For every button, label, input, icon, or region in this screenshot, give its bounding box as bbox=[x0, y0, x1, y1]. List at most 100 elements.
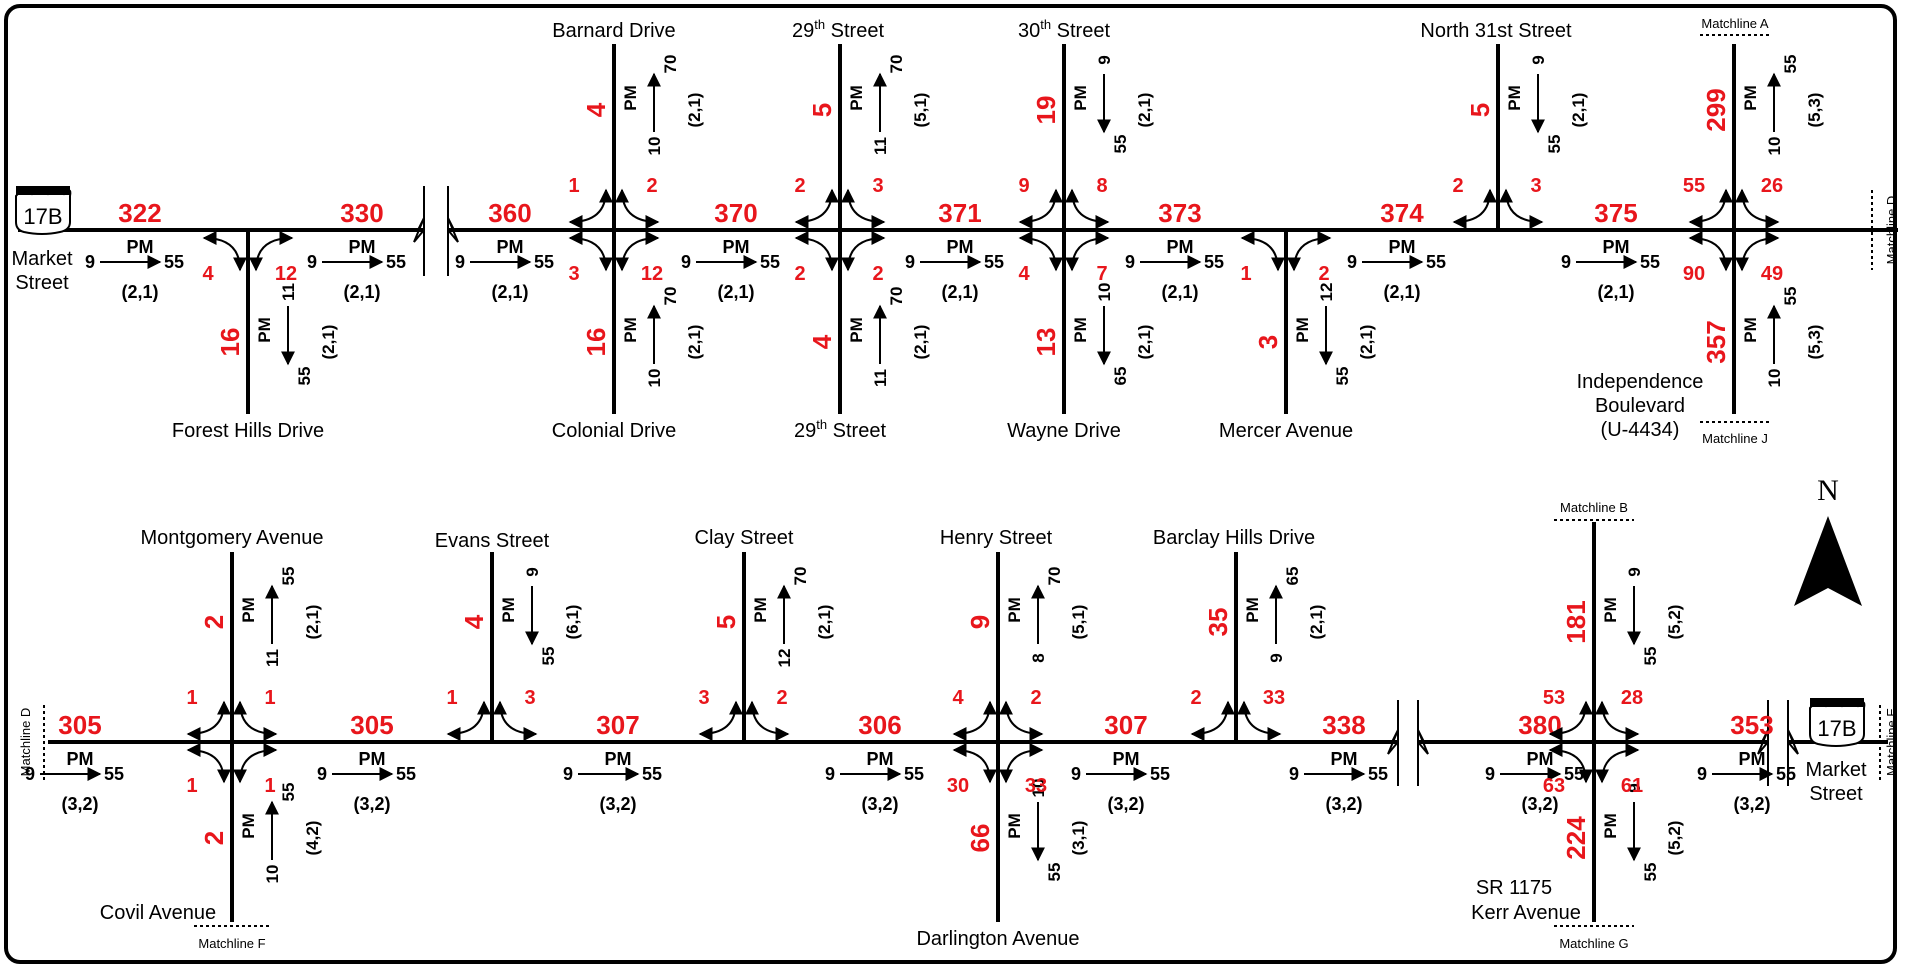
bottom-turn-arrow-0 bbox=[186, 700, 231, 741]
bottom-ratio-2: (3,2) bbox=[599, 794, 636, 814]
top-side-k-8: 65 bbox=[1111, 367, 1130, 386]
bottom-turn-arrow-16 bbox=[1548, 743, 1593, 784]
bottom-turn-arrow-5 bbox=[493, 700, 538, 741]
bottom-pm-label-2: PM bbox=[605, 749, 632, 769]
bottom-turn-value-8: 4 bbox=[952, 687, 964, 709]
top-d-value-3: 9 bbox=[681, 252, 691, 272]
bottom-side-ratio-4: (2,1) bbox=[1307, 605, 1326, 640]
top-pm-label-0: PM bbox=[127, 237, 154, 257]
bottom-side-pm-5: PM bbox=[1601, 597, 1620, 623]
bottom-pm-label-3: PM bbox=[867, 749, 894, 769]
north-arrow-icon: N bbox=[1794, 474, 1862, 606]
bottom-side-k-0: 55 bbox=[279, 567, 298, 586]
top-side-pm-4: PM bbox=[1741, 85, 1760, 111]
bottom-side-ratio-0: (2,1) bbox=[303, 605, 322, 640]
top-ratio-1: (2,1) bbox=[343, 282, 380, 302]
bottom-pm-label-5: PM bbox=[1331, 749, 1358, 769]
bottom-mainline-volume-2: 307 bbox=[596, 710, 639, 740]
bottom-side-volume-2: 5 bbox=[711, 615, 741, 629]
bottom-side-d-0: 11 bbox=[263, 649, 282, 667]
bottom-turn-value-5: 3 bbox=[524, 687, 535, 709]
bottom-turn-value-11: 33 bbox=[1025, 775, 1047, 797]
bottom-k-value-3: 55 bbox=[904, 764, 924, 784]
top-k-value-6: 55 bbox=[1426, 252, 1446, 272]
29th-street-south-label: 29th Street bbox=[794, 417, 886, 442]
top-turn-arrow-11 bbox=[1065, 188, 1110, 229]
top-side-pm-5: PM bbox=[255, 317, 274, 343]
bottom-ratio-6: (3,2) bbox=[1521, 794, 1558, 814]
bottom-pm-label-7: PM bbox=[1739, 749, 1766, 769]
henry-street-label: Henry Street bbox=[940, 527, 1053, 549]
bottom-side-volume-0: 2 bbox=[199, 615, 229, 629]
top-turn-arrow-18 bbox=[1688, 188, 1733, 229]
colonial-drive-label: Colonial Drive bbox=[552, 420, 677, 442]
matchline-d-top-label: Matchline D bbox=[1884, 196, 1899, 265]
top-pm-label-2: PM bbox=[497, 237, 524, 257]
top-turn-value-10: 9 bbox=[1018, 175, 1029, 197]
top-turn-arrow-4 bbox=[568, 231, 613, 272]
top-side-volume-7: 4 bbox=[807, 334, 837, 349]
top-turn-value-18: 55 bbox=[1683, 175, 1705, 197]
bottom-turn-arrow-4 bbox=[446, 700, 491, 741]
bottom-turn-arrow-7 bbox=[745, 700, 790, 741]
shield-label-right: 17B bbox=[1817, 716, 1856, 741]
bottom-ratio-4: (3,2) bbox=[1107, 794, 1144, 814]
bottom-side-d-3: 8 bbox=[1029, 653, 1048, 662]
top-ratio-6: (2,1) bbox=[1383, 282, 1420, 302]
top-mainline-volume-7: 375 bbox=[1594, 198, 1637, 228]
bottom-side-k-7: 55 bbox=[1045, 863, 1064, 882]
top-side-k-0: 70 bbox=[661, 55, 680, 74]
top-turn-arrow-20 bbox=[1688, 231, 1733, 272]
top-turn-value-7: 3 bbox=[872, 175, 883, 197]
independence-line1: Independence bbox=[1577, 371, 1704, 393]
top-side-d-10: 10 bbox=[1765, 369, 1784, 388]
top-turn-value-13: 7 bbox=[1096, 263, 1107, 285]
top-side-pm-0: PM bbox=[621, 85, 640, 111]
top-side-k-4: 55 bbox=[1781, 55, 1800, 74]
top-side-ratio-4: (5,3) bbox=[1805, 93, 1824, 128]
bottom-turn-value-4: 1 bbox=[446, 687, 457, 709]
bottom-pm-label-6: PM bbox=[1527, 749, 1554, 769]
bottom-k-value-6: 55 bbox=[1564, 764, 1584, 784]
market-street-right-line2: Street bbox=[1809, 783, 1863, 805]
bottom-break-mark-2 bbox=[1757, 700, 1799, 786]
top-ratio-2: (2,1) bbox=[491, 282, 528, 302]
top-pm-label-1: PM bbox=[349, 237, 376, 257]
top-turn-arrow-10 bbox=[1018, 188, 1063, 229]
kerr-avenue-line2: Kerr Avenue bbox=[1471, 902, 1581, 924]
top-k-value-4: 55 bbox=[984, 252, 1004, 272]
bottom-side-pm-3: PM bbox=[1005, 597, 1024, 623]
top-side-k-6: 70 bbox=[661, 287, 680, 306]
top-side-volume-1: 5 bbox=[807, 103, 837, 117]
bottom-side-d-1: 9 bbox=[523, 567, 542, 576]
top-side-ratio-5: (2,1) bbox=[319, 325, 338, 360]
bottom-side-d-2: 12 bbox=[775, 649, 794, 668]
north-label: N bbox=[1817, 474, 1839, 507]
top-k-value-3: 55 bbox=[760, 252, 780, 272]
top-d-value-6: 9 bbox=[1347, 252, 1357, 272]
bottom-side-volume-7: 66 bbox=[965, 824, 995, 853]
top-side-ratio-8: (2,1) bbox=[1135, 325, 1154, 360]
top-turn-value-20: 90 bbox=[1683, 263, 1705, 285]
bottom-turn-value-2: 1 bbox=[186, 775, 197, 797]
top-turn-arrow-14 bbox=[1240, 231, 1285, 272]
bottom-k-value-7: 55 bbox=[1776, 764, 1796, 784]
top-side-d-2: 9 bbox=[1095, 55, 1114, 64]
top-turn-arrow-1 bbox=[249, 231, 294, 272]
bottom-side-ratio-6: (4,2) bbox=[303, 821, 322, 856]
montgomery-avenue-label: Montgomery Avenue bbox=[140, 527, 323, 549]
bottom-side-volume-4: 35 bbox=[1203, 608, 1233, 637]
30th-street-label: 30th Street bbox=[1018, 17, 1110, 42]
top-side-volume-5: 16 bbox=[215, 328, 245, 357]
top-side-pm-3: PM bbox=[1505, 85, 1524, 111]
bottom-k-value-2: 55 bbox=[642, 764, 662, 784]
bottom-k-value-0: 55 bbox=[104, 764, 124, 784]
bottom-side-d-8: 9 bbox=[1625, 783, 1644, 792]
top-turn-value-4: 3 bbox=[568, 263, 579, 285]
top-pm-label-7: PM bbox=[1603, 237, 1630, 257]
us-17b-shield-left: 17B bbox=[15, 186, 72, 235]
top-turn-arrow-16 bbox=[1452, 188, 1497, 229]
top-turn-arrow-13 bbox=[1065, 231, 1110, 272]
